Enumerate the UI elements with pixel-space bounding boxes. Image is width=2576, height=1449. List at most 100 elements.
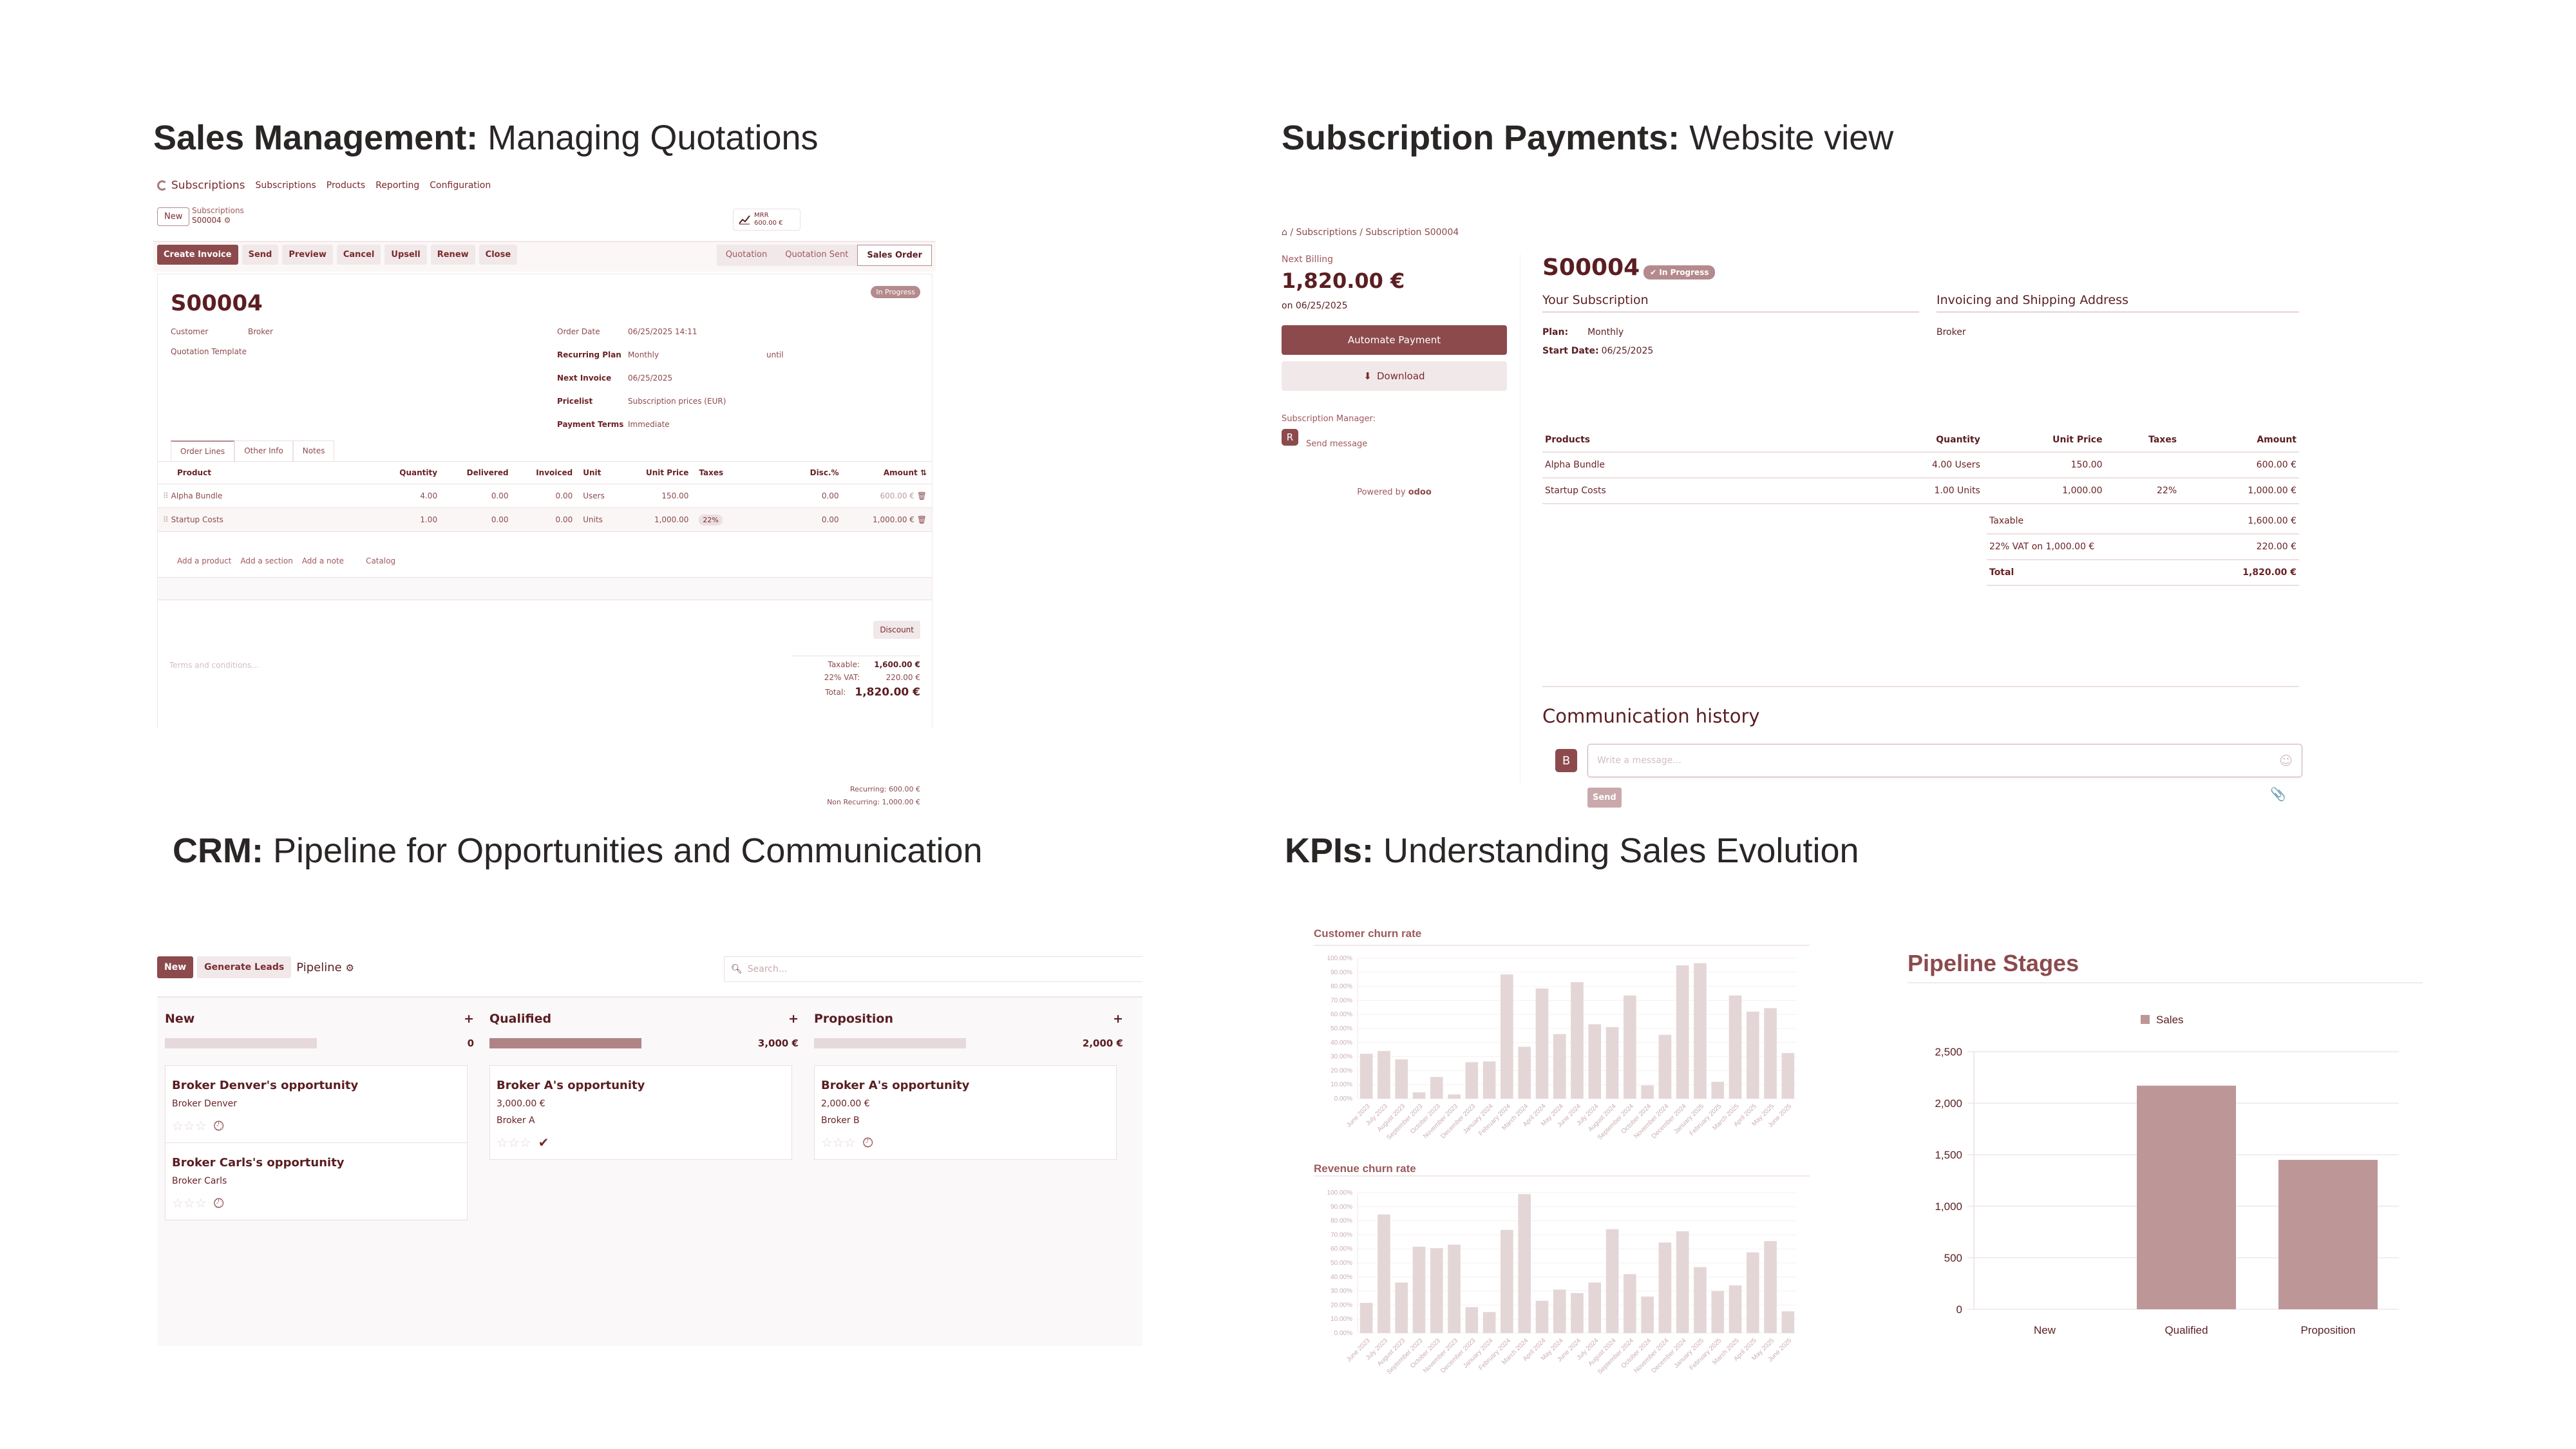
tab-notes[interactable]: Notes — [292, 440, 335, 461]
kanban-card[interactable]: Broker A's opportunity 2,000.00 € Broker… — [814, 1065, 1117, 1160]
bar-october-2024[interactable] — [1641, 1085, 1654, 1099]
bar-may-2024[interactable] — [1553, 1034, 1566, 1099]
bar-proposition[interactable] — [2278, 1160, 2378, 1309]
home-icon[interactable]: ⌂ — [1282, 227, 1287, 238]
priority-stars-icon[interactable]: ☆☆☆ — [172, 1118, 207, 1133]
kanban-card[interactable]: Broker Carls's opportunity Broker Carls … — [165, 1142, 468, 1220]
col-invoiced[interactable]: Invoiced — [513, 461, 578, 484]
line-unit[interactable]: Users — [578, 484, 621, 508]
col-disc[interactable]: Disc.% — [790, 461, 844, 484]
clock-icon[interactable]: 🕘︎ — [213, 1118, 224, 1133]
emoji-icon[interactable]: ☺ — [2279, 753, 2293, 768]
order-date-field[interactable]: 06/25/2025 14:11 — [628, 327, 697, 336]
col-taxes[interactable]: Taxes — [694, 461, 791, 484]
add-card-icon[interactable]: + — [1113, 1012, 1123, 1026]
priority-stars-icon[interactable]: ☆☆☆ — [172, 1195, 207, 1211]
bar-qualified[interactable] — [2137, 1085, 2236, 1309]
bar-march-2025[interactable] — [1728, 995, 1742, 1099]
legend-swatch[interactable] — [2141, 1015, 2150, 1024]
line-taxes[interactable]: 22% — [694, 507, 791, 532]
new-button[interactable]: New — [157, 956, 194, 978]
bar-november-2024[interactable] — [1658, 1034, 1672, 1099]
bar-august-2024[interactable] — [1605, 1027, 1619, 1099]
add-section-link[interactable]: Add a section — [240, 556, 293, 565]
line-quantity[interactable]: 1.00 — [377, 507, 443, 532]
bar-april-2024[interactable] — [1535, 988, 1549, 1099]
bar-june-2024[interactable] — [1571, 1293, 1584, 1333]
upsell-button[interactable]: Upsell — [384, 245, 427, 265]
bar-june-2025[interactable] — [1781, 1311, 1795, 1333]
app-brand[interactable]: Subscriptions — [157, 179, 245, 192]
bar-june-2025[interactable] — [1781, 1053, 1795, 1099]
column-settings-icon[interactable]: ⇅ — [920, 468, 927, 477]
bar-august-2024[interactable] — [1605, 1229, 1619, 1333]
add-card-icon[interactable]: + — [788, 1012, 799, 1026]
bar-september-2024[interactable] — [1624, 1274, 1636, 1333]
bar-october-2023[interactable] — [1430, 1077, 1443, 1099]
mrr-stat-button[interactable]: MRR 600.00 € — [733, 209, 800, 231]
bar-february-2025[interactable] — [1711, 1291, 1725, 1333]
menu-products[interactable]: Products — [326, 180, 366, 191]
trash-icon[interactable]: 🗑 — [916, 491, 927, 500]
bar-june-2023[interactable] — [1359, 1303, 1373, 1333]
bar-july-2024[interactable] — [1588, 1024, 1602, 1099]
bar-february-2024[interactable] — [1501, 1229, 1513, 1333]
bar-november-2023[interactable] — [1448, 1244, 1461, 1333]
breadcrumb-subscriptions[interactable]: Subscriptions — [1296, 227, 1357, 238]
bar-september-2024[interactable] — [1624, 995, 1636, 1099]
line-unit[interactable]: Units — [578, 507, 621, 532]
bar-december-2024[interactable] — [1676, 965, 1689, 1099]
search-input[interactable]: 🔍︎ Search... — [724, 956, 1142, 982]
col-unit-price[interactable]: Unit Price — [621, 461, 694, 484]
line-unit-price[interactable]: 1,000.00 — [621, 507, 694, 532]
line-quantity[interactable]: 4.00 — [377, 484, 443, 508]
generate-leads-button[interactable]: Generate Leads — [197, 956, 292, 978]
pricelist-field[interactable]: Subscription prices (EUR) — [628, 397, 726, 406]
bar-august-2023[interactable] — [1395, 1059, 1408, 1099]
bar-november-2023[interactable] — [1448, 1094, 1461, 1099]
bar-september-2023[interactable] — [1412, 1092, 1426, 1099]
priority-stars-icon[interactable]: ☆☆☆ — [497, 1135, 531, 1150]
cancel-button[interactable]: Cancel — [336, 245, 381, 265]
bar-march-2024[interactable] — [1518, 1194, 1531, 1333]
bar-september-2023[interactable] — [1412, 1246, 1426, 1333]
send-button[interactable]: Send — [242, 245, 279, 265]
menu-configuration[interactable]: Configuration — [430, 180, 491, 191]
send-button[interactable]: Send — [1587, 788, 1622, 808]
line-unit-price[interactable]: 150.00 — [621, 484, 694, 508]
automate-payment-button[interactable]: Automate Payment — [1282, 325, 1507, 355]
bar-april-2025[interactable] — [1746, 1011, 1759, 1099]
bar-october-2023[interactable] — [1430, 1248, 1443, 1333]
terms-field[interactable]: Terms and conditions... — [169, 661, 259, 670]
bar-january-2024[interactable] — [1482, 1061, 1496, 1099]
recurring-plan-field[interactable]: Monthly — [628, 350, 659, 359]
bar-march-2024[interactable] — [1518, 1046, 1531, 1099]
bar-april-2024[interactable] — [1535, 1300, 1549, 1333]
send-message-link[interactable]: Send message — [1306, 439, 1368, 449]
tax-tag[interactable]: 22% — [699, 515, 723, 526]
line-product[interactable]: Startup Costs — [171, 515, 223, 524]
bar-january-2025[interactable] — [1694, 1267, 1707, 1333]
stage-quotation[interactable]: Quotation — [716, 245, 777, 266]
drag-handle-icon[interactable]: ⠿ — [163, 491, 169, 500]
renew-button[interactable]: Renew — [430, 245, 475, 265]
col-amount[interactable]: Amount ⇅ — [844, 461, 932, 484]
download-button[interactable]: ⬇ Download — [1282, 361, 1507, 391]
kanban-card[interactable]: Broker Denver's opportunity Broker Denve… — [165, 1065, 468, 1143]
bar-august-2023[interactable] — [1395, 1282, 1408, 1333]
stage-sales-order[interactable]: Sales Order — [857, 245, 932, 266]
line-disc[interactable]: 0.00 — [790, 484, 844, 508]
add-card-icon[interactable]: + — [464, 1012, 474, 1026]
col-quantity[interactable]: Quantity — [377, 461, 443, 484]
add-product-link[interactable]: Add a product — [177, 556, 232, 565]
clock-icon[interactable]: 🕘︎ — [213, 1195, 224, 1211]
progress-bar[interactable] — [489, 1038, 641, 1048]
col-delivered[interactable]: Delivered — [442, 461, 514, 484]
bar-april-2025[interactable] — [1746, 1252, 1759, 1333]
bar-january-2024[interactable] — [1482, 1312, 1496, 1333]
bar-july-2023[interactable] — [1378, 1050, 1390, 1099]
bar-june-2024[interactable] — [1571, 982, 1584, 1099]
line-taxes[interactable] — [694, 484, 791, 508]
kanban-card[interactable]: Broker A's opportunity 3,000.00 € Broker… — [489, 1065, 792, 1160]
breadcrumb-parent[interactable]: Subscriptions — [192, 206, 244, 215]
